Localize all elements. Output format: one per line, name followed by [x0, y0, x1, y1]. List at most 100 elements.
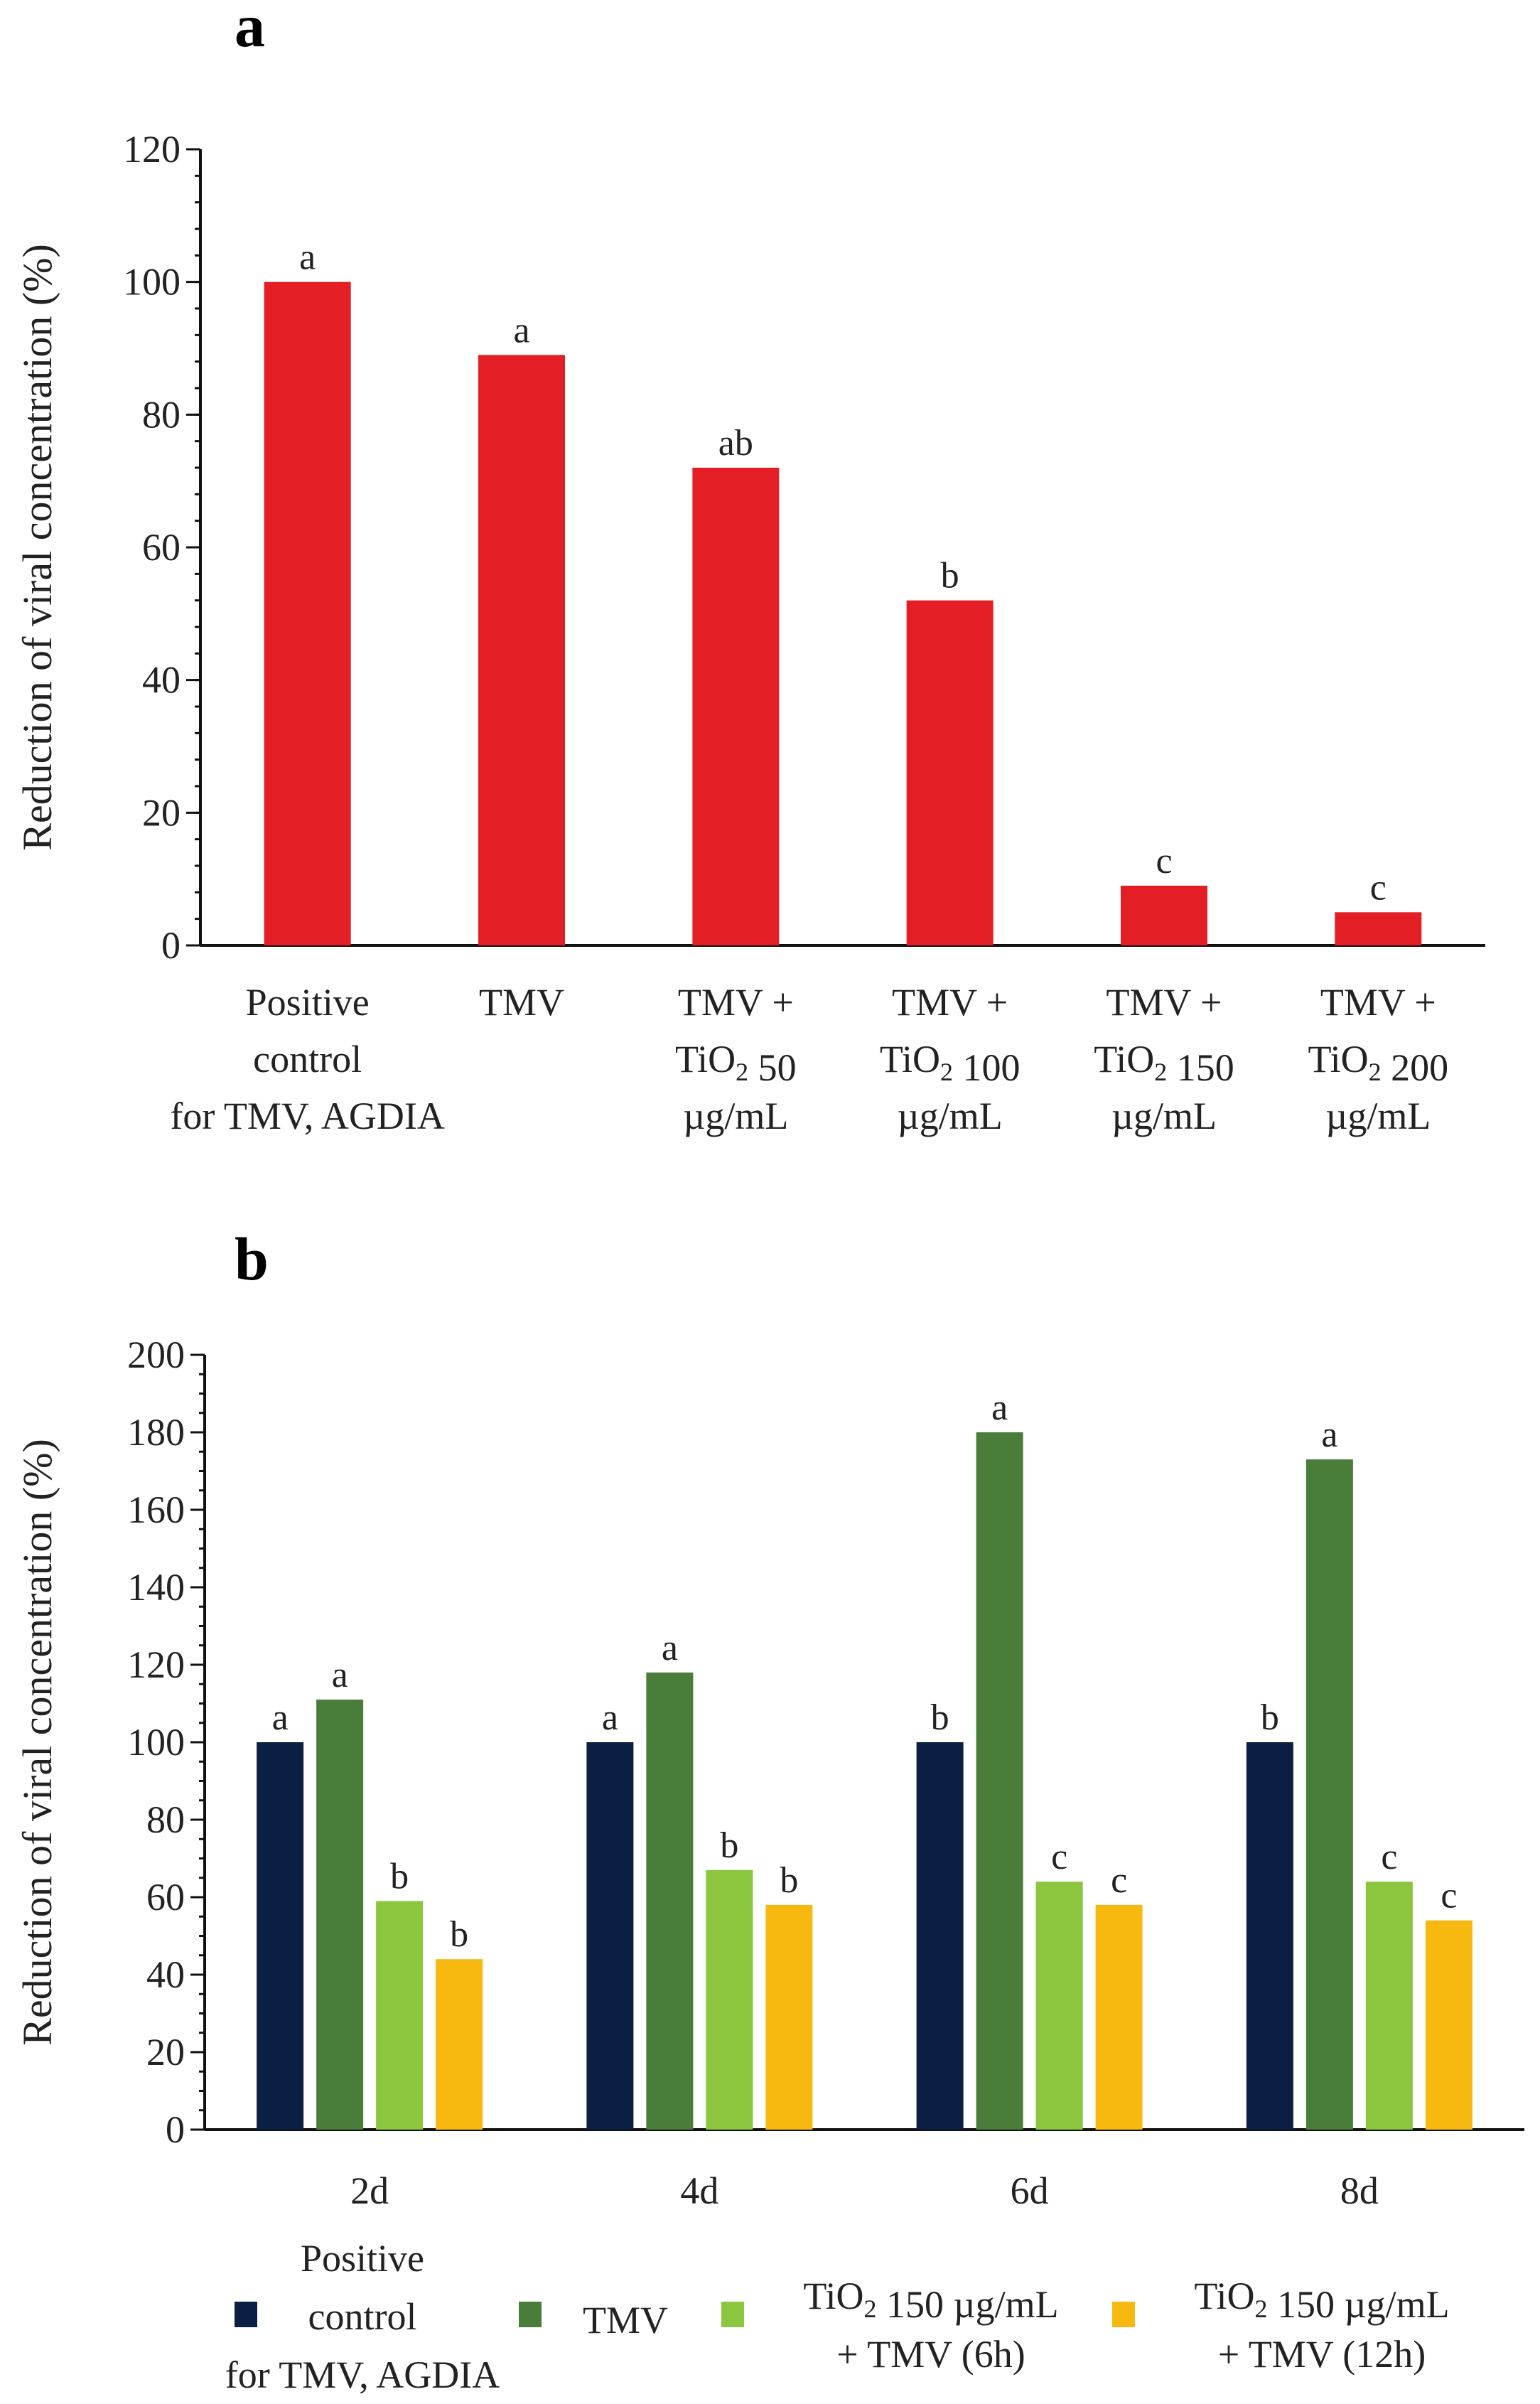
legend-swatch: [235, 2302, 257, 2327]
panel-a-y-tick-label: 60: [142, 526, 181, 569]
panel-a-category-label: TiO2 150: [1094, 1038, 1234, 1089]
panel-a-category-label: TMV: [479, 981, 564, 1024]
panel-b-significance-label: b: [720, 1825, 738, 1866]
panel-b-significance-label: a: [662, 1628, 678, 1668]
panel-a-significance-label: b: [941, 556, 959, 596]
panel-a-category-label: TiO2 200: [1308, 1038, 1449, 1089]
panel-b-significance-label: b: [1261, 1697, 1279, 1738]
panel-a-y-tick-label: 40: [142, 659, 181, 702]
panel-b-significance-label: a: [602, 1697, 618, 1738]
panel-a-y-tick-label: 0: [161, 924, 181, 967]
panel-b-significance-label: b: [780, 1860, 798, 1901]
panel-b-y-tick-label: 180: [127, 1411, 185, 1454]
panel-b-bar: [706, 1869, 753, 2130]
panel-a-bar: [692, 468, 780, 945]
panel-a-category-label: TMV +: [1320, 981, 1436, 1024]
panel-b-y-tick-label: 120: [127, 1643, 185, 1686]
panel-a-y-tick-label: 20: [142, 791, 181, 834]
panel-b-bar: [586, 1742, 634, 2130]
panel-a-y-tick-label: 80: [142, 393, 181, 436]
panel-b-bar: [646, 1672, 694, 2130]
legend-swatch: [519, 2302, 542, 2327]
panel-a-significance-label: ab: [718, 423, 753, 463]
panel-a-bar: [1335, 912, 1422, 945]
panel-b-bar: [916, 1742, 964, 2130]
panel-b-y-tick-label: 160: [127, 1488, 185, 1531]
panel-b-bar: [1425, 1920, 1472, 2130]
panel-a-category-label: for TMV, AGDIA: [170, 1095, 445, 1137]
legend-label: Positive: [301, 2237, 424, 2280]
legend-label: + TMV (12h): [1218, 2333, 1426, 2376]
panel-b-y-tick-label: 100: [127, 1721, 185, 1764]
panel-b-significance-label: a: [1321, 1415, 1337, 1455]
panel-b-significance-label: c: [1051, 1837, 1067, 1877]
panel-b-significance-label: c: [1441, 1876, 1457, 1916]
panel-a-bar: [1121, 886, 1207, 945]
panel-b-significance-label: b: [931, 1697, 949, 1738]
panel-a-y-tick-label: 100: [123, 261, 181, 304]
panel-b-significance-label: c: [1381, 1837, 1397, 1877]
panel-a-y-axis-title: Reduction of viral concentration (%): [14, 244, 60, 851]
panel-b-category-label: 8d: [1340, 2169, 1379, 2212]
panel-b-bar: [316, 1700, 364, 2130]
panel-a-category-label: µg/mL: [1111, 1095, 1217, 1137]
panel-b-significance-label: a: [332, 1655, 348, 1695]
panel-a-category-label: Positive: [246, 981, 370, 1024]
panel-a-chart: 0 20 40 60 80 100 120 Reduction of viral concen…: [14, 128, 1485, 1137]
panel-b-bar: [1035, 1882, 1083, 2130]
panel-a-significance-label: c: [1156, 841, 1172, 881]
legend-label: TMV: [583, 2299, 668, 2341]
panel-b-significance-label: a: [272, 1697, 289, 1738]
panel-a-bar: [906, 600, 994, 945]
panel-b-letter: b: [235, 1225, 269, 1293]
panel-b-significance-label: b: [390, 1856, 409, 1896]
panel-a-significance-label: a: [299, 237, 316, 278]
panel-b-y-tick-label: 40: [146, 1953, 185, 1996]
panel-a-category-label: µg/mL: [683, 1095, 788, 1137]
panel-a-y-tick-label: 120: [123, 128, 181, 171]
panel-a-category-label: TMV +: [678, 981, 794, 1024]
panel-b-y-tick-label: 200: [127, 1334, 185, 1376]
panel-a-bar: [478, 355, 565, 945]
legend-swatch: [1112, 2302, 1135, 2327]
panel-a-category-label: TiO2 100: [880, 1038, 1021, 1089]
panel-b-bar: [436, 1959, 483, 2130]
panel-b-bar: [1305, 1459, 1353, 2130]
panel-b-significance-label: c: [1111, 1860, 1127, 1901]
legend-label: TiO2 150 µg/mL: [803, 2275, 1058, 2326]
legend-label: TiO2 150 µg/mL: [1194, 2275, 1449, 2326]
panel-b-bar: [976, 1432, 1023, 2130]
panel-a-category-label: TMV +: [1106, 981, 1222, 1024]
panel-a-bar: [264, 281, 351, 946]
panel-b-y-tick-label: 60: [146, 1876, 185, 1919]
panel-b-significance-label: a: [991, 1388, 1008, 1428]
panel-a-significance-label: a: [513, 310, 529, 350]
panel-b-category-label: 6d: [1011, 2169, 1049, 2212]
panel-a-category-label: TiO2 50: [675, 1038, 797, 1089]
panel-b-bar: [1365, 1882, 1413, 2130]
legend-label: + TMV (6h): [836, 2333, 1025, 2376]
panel-b-bar: [376, 1901, 424, 2130]
panel-b-y-axis-title: Reduction of viral concentration (%): [14, 1439, 60, 2046]
panel-a-category-label: TMV +: [892, 981, 1008, 1024]
panel-b-y-tick-label: 80: [146, 1798, 185, 1841]
panel-b-y-tick-label: 0: [166, 2108, 185, 2151]
panel-b-y-tick-label: 20: [146, 2031, 185, 2073]
panel-b-chart: 0 20 40 60 80 100 120 140 160 180 200 Reduction of …: [14, 1334, 1524, 2396]
legend-label: for TMV, AGDIA: [225, 2354, 500, 2396]
panel-a-category-label: µg/mL: [898, 1095, 1003, 1137]
panel-b-category-label: 2d: [350, 2169, 389, 2212]
panel-b-bar: [1246, 1742, 1293, 2130]
panel-b-bar: [765, 1904, 813, 2130]
panel-b-category-label: 4d: [680, 2169, 718, 2212]
panel-a-significance-label: c: [1370, 867, 1386, 908]
panel-a-category-label: control: [253, 1038, 362, 1080]
legend-label: control: [308, 2295, 417, 2338]
panel-b-y-tick-label: 140: [127, 1566, 185, 1609]
panel-a-letter: a: [235, 0, 265, 60]
panel-b-bar: [257, 1742, 304, 2130]
panel-b-bar: [1095, 1904, 1143, 2130]
panel-a-category-label: µg/mL: [1325, 1095, 1431, 1137]
